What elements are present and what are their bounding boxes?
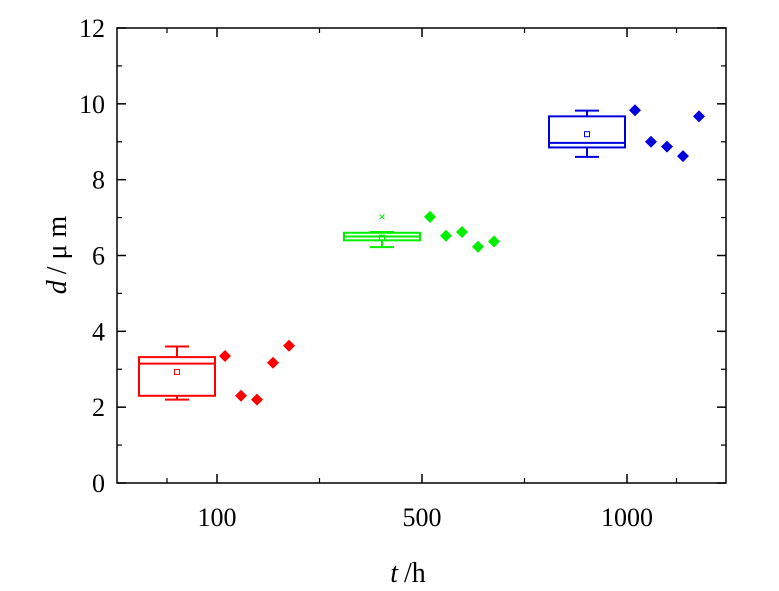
y-tick-label: 6 [92, 242, 105, 271]
data-point [456, 225, 468, 238]
y-tick-label: 4 [92, 317, 105, 346]
data-point [677, 150, 689, 163]
box-groups [138, 104, 705, 406]
x-tick-label: 1000 [601, 503, 653, 532]
y-tick-label: 12 [79, 14, 105, 43]
box-group-100 [138, 339, 295, 406]
data-point [424, 210, 436, 223]
box [548, 115, 626, 149]
data-point [219, 349, 231, 362]
data-point [283, 339, 295, 352]
x-axis: 100 500 1000 [166, 28, 678, 532]
box-group-500 [343, 210, 500, 253]
y-tick-label: 2 [92, 393, 105, 422]
y-tick-label: 0 [92, 469, 105, 498]
max-marker [379, 213, 385, 220]
data-point [472, 240, 484, 253]
y-tick-label: 10 [79, 90, 105, 119]
data-point [693, 110, 705, 123]
data-point [645, 135, 657, 148]
mean-marker [584, 131, 590, 138]
data-point [488, 235, 500, 248]
plot-frame [116, 27, 727, 484]
data-point [629, 104, 641, 117]
y-axis: 0 2 4 6 8 10 12 [79, 14, 726, 498]
data-point [267, 356, 279, 369]
data-point [661, 140, 673, 153]
box [138, 356, 216, 397]
y-axis-title: d/ μ m [42, 215, 73, 294]
data-point [235, 389, 247, 402]
data-point [251, 393, 263, 406]
box-group-1000 [548, 104, 705, 163]
y-tick-label: 8 [92, 166, 105, 195]
mean-marker [379, 234, 385, 241]
mean-marker [174, 368, 180, 375]
x-tick-label: 100 [198, 503, 237, 532]
x-axis-title: t/h [390, 558, 426, 589]
data-point [440, 229, 452, 242]
x-tick-label: 500 [403, 503, 442, 532]
